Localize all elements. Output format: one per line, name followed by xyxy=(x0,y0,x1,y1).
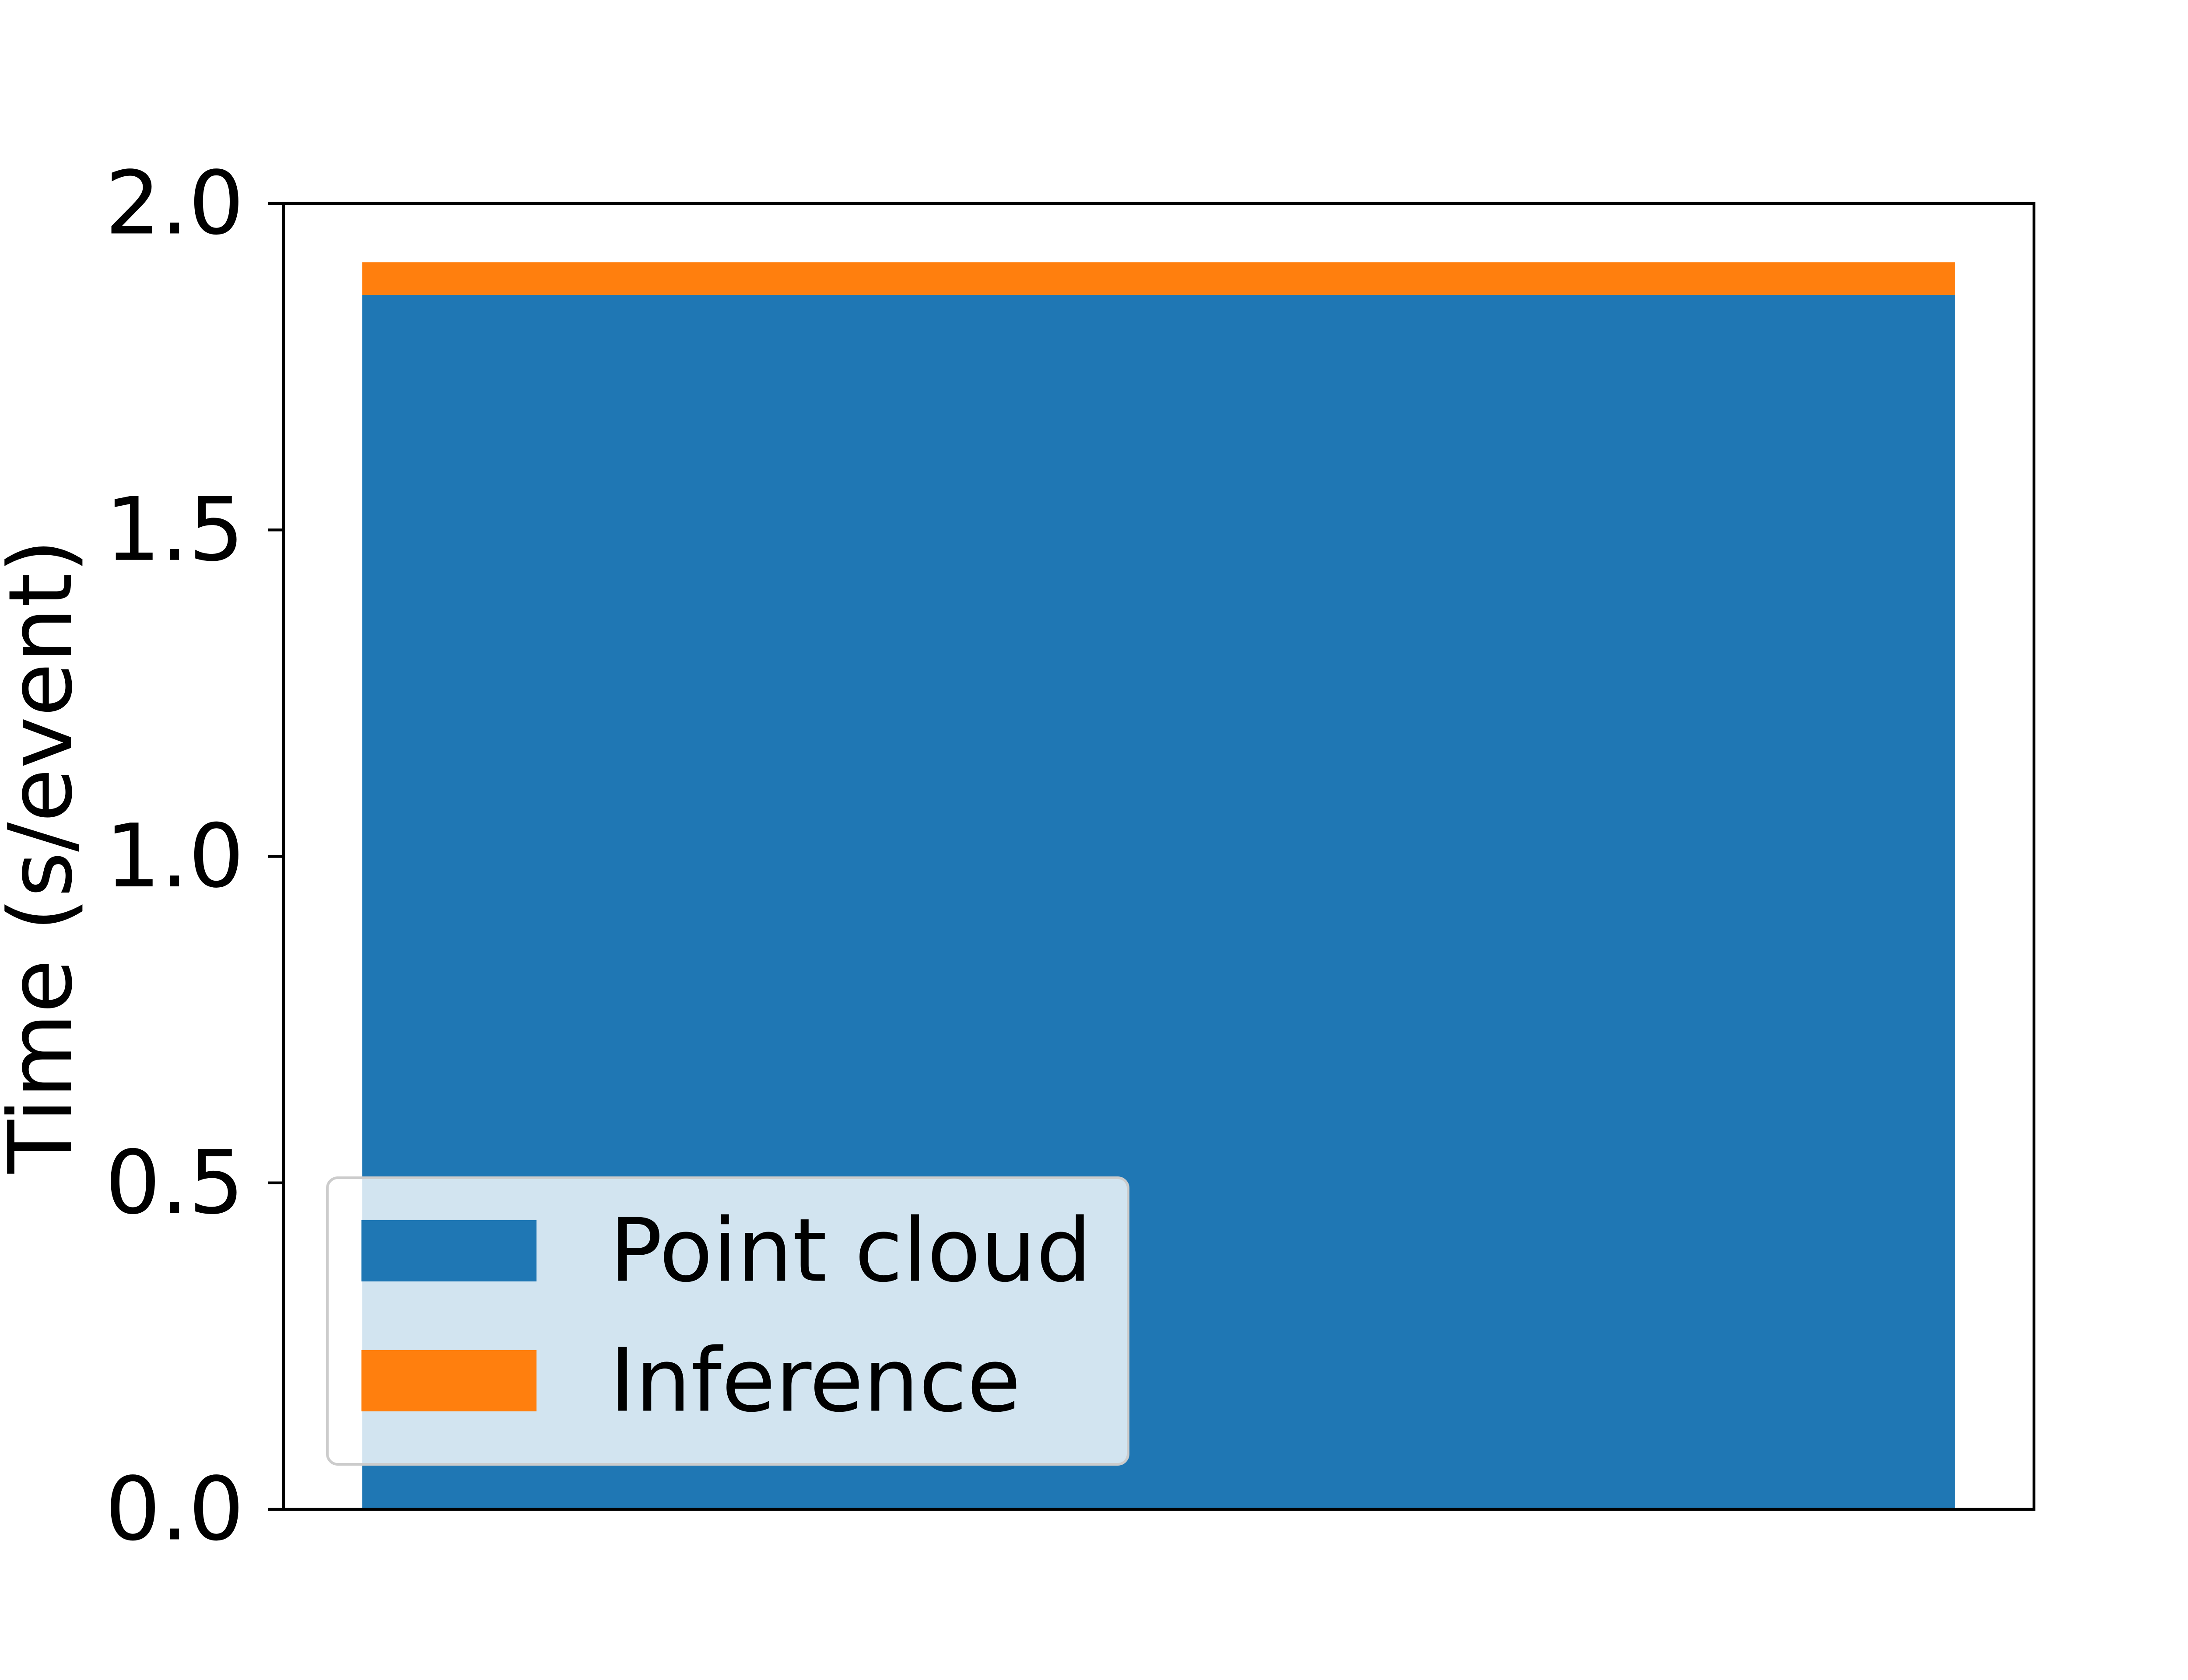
plot-frame xyxy=(282,202,2036,1511)
y-axis: 0.0 0.5 1.0 1.5 2.0 xyxy=(105,153,284,1561)
y-tick-label: 2.0 xyxy=(105,153,244,255)
legend-label-point-cloud: Point cloud xyxy=(610,1200,1092,1302)
y-axis-label: Time (s/event) xyxy=(0,539,92,1174)
legend-swatch-point-cloud xyxy=(361,1220,536,1281)
y-tick-label: 0.0 xyxy=(105,1459,244,1561)
y-tick-label: 1.5 xyxy=(105,479,244,581)
legend-label-inference: Inference xyxy=(610,1330,1021,1432)
bar-inference xyxy=(362,262,1955,295)
y-tick-label: 0.5 xyxy=(105,1132,244,1234)
legend-swatch-inference xyxy=(361,1350,536,1411)
y-tick-label: 1.0 xyxy=(105,805,244,907)
legend: Point cloud Inference xyxy=(326,1176,1129,1466)
